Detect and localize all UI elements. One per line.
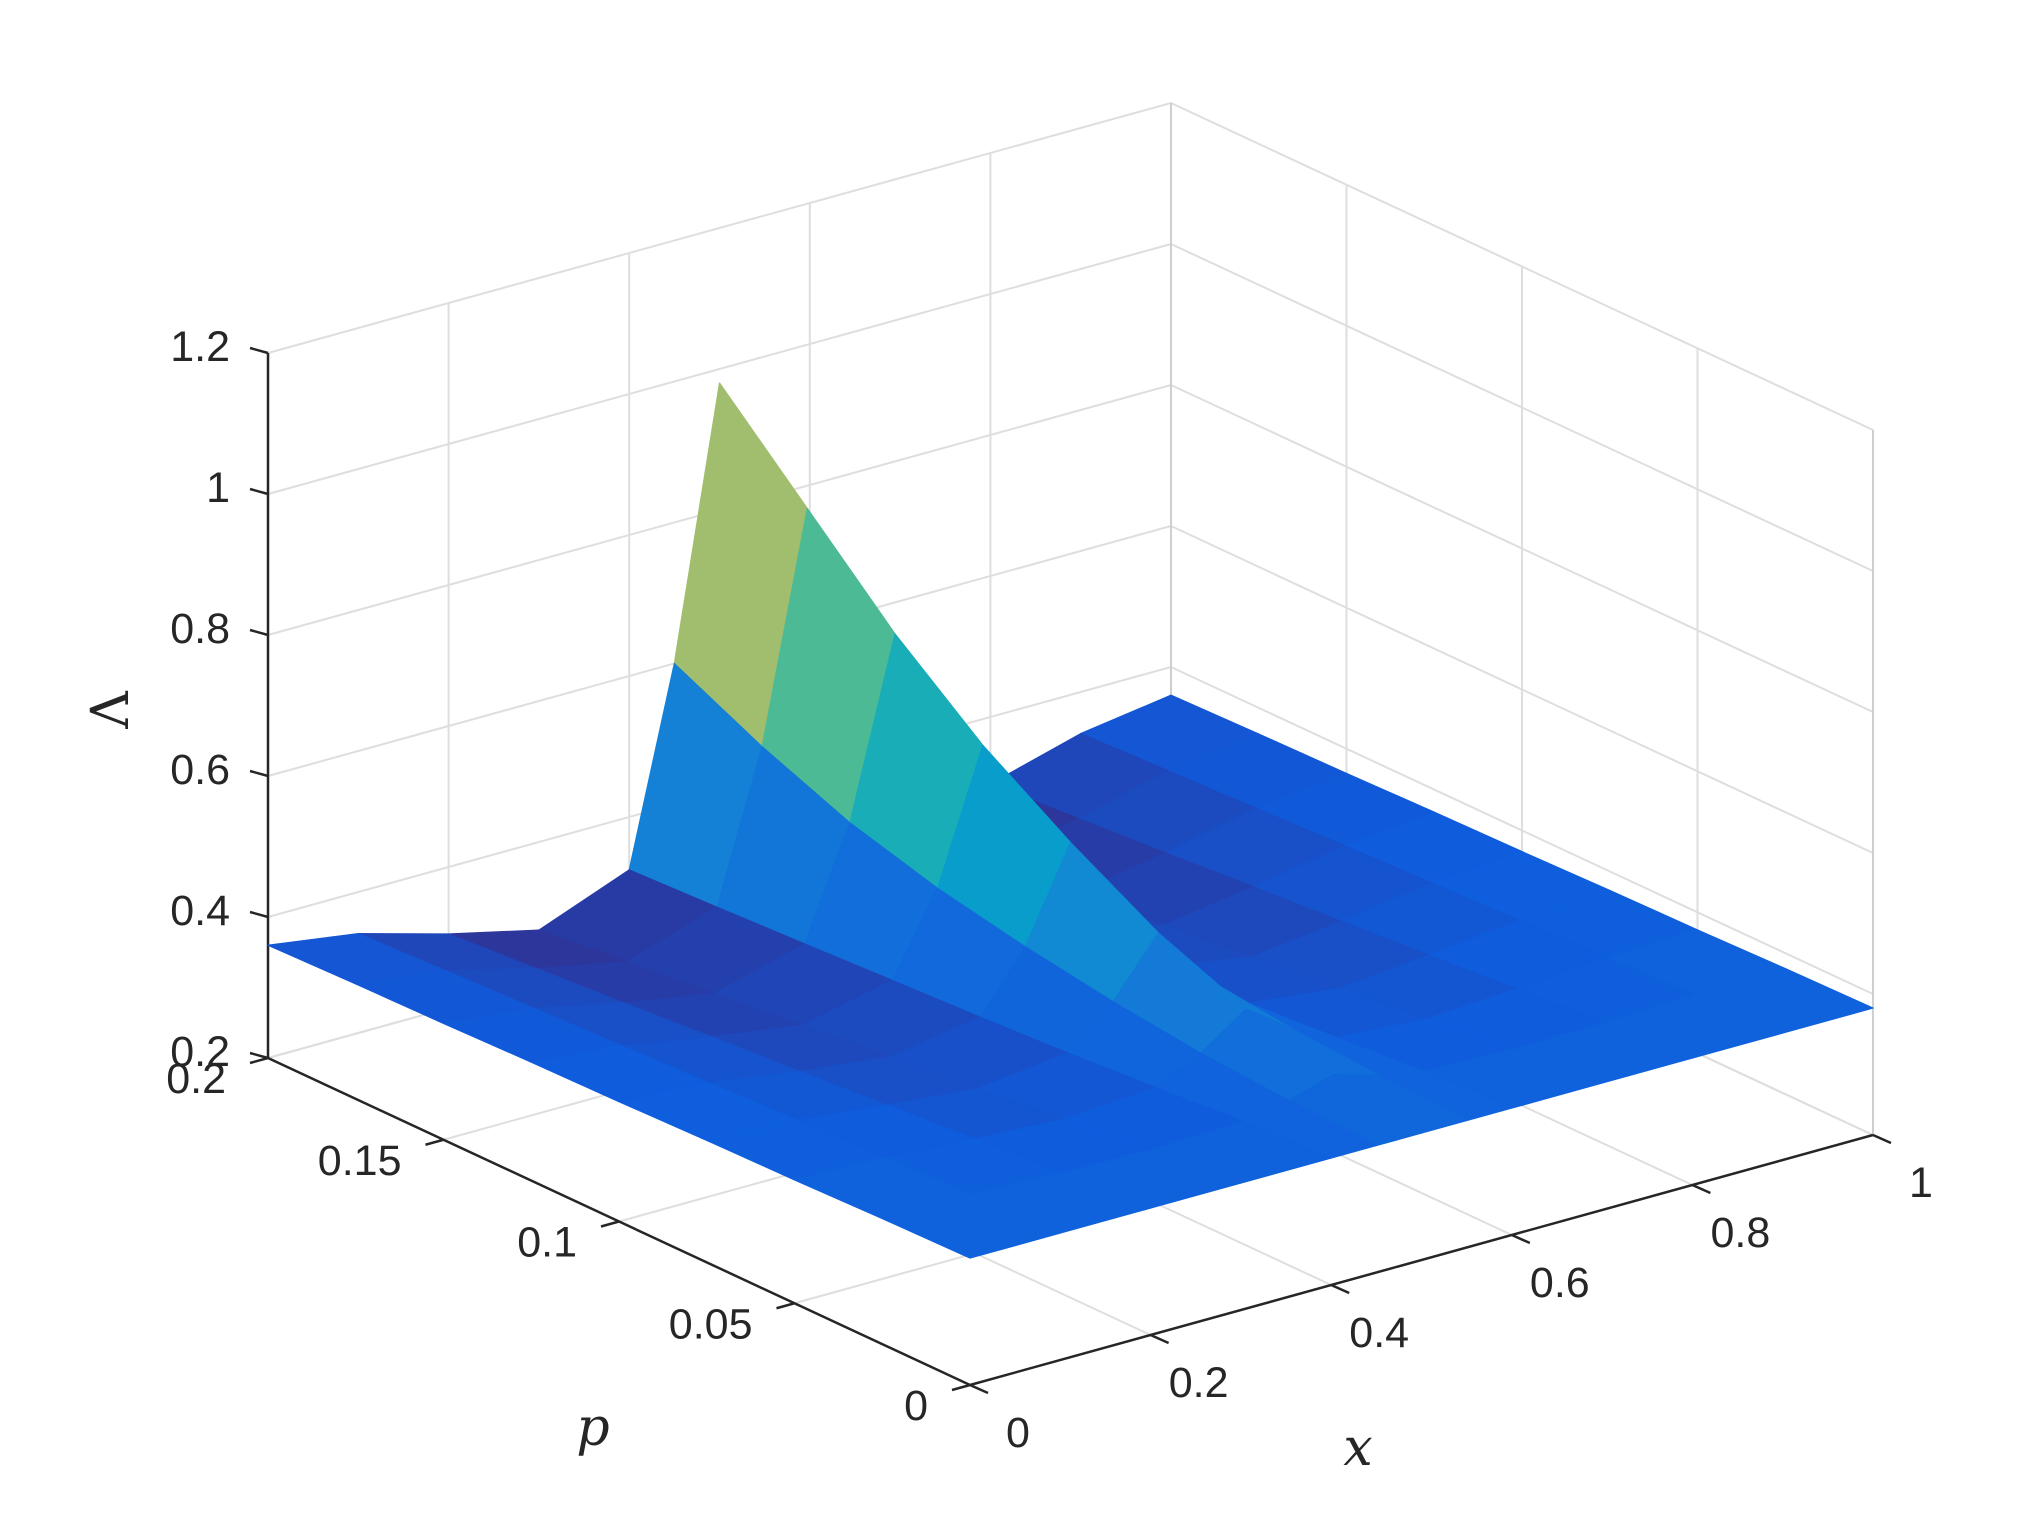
z-tick-mark [249,346,269,355]
z-tick-mark [249,910,269,919]
z-tick-mark [249,628,269,637]
p-tick-mark [249,1056,269,1065]
z-tick-mark [249,487,269,496]
p-tick-mark [776,1302,795,1310]
z-axis-label: Λ [81,690,141,730]
back-wall-grid-line-z [267,102,1172,354]
surface-patch [881,1194,1061,1259]
side-wall-grid-line-z [1170,243,1874,572]
x-tick-mark [1330,1283,1350,1295]
p-tick-label: 0 [904,1382,928,1430]
x-tick-label: 1 [1909,1159,1933,1207]
side-wall-grid-line-z [1170,525,1874,854]
side-wall-grid-line-z [1170,102,1874,431]
z-tick-label: 0.8 [170,605,230,653]
tick-labels: 00.20.40.60.8100.050.10.150.20.20.40.60.… [166,323,1933,1457]
x-tick-label: 0.4 [1349,1309,1409,1357]
x-tick-mark [1511,1233,1531,1245]
x-tick-label: 0.6 [1530,1259,1590,1307]
z-tick-mark [249,1051,269,1060]
back-wall-grid-line-z [267,243,1172,495]
z-tick-label: 1 [206,464,230,512]
p-tick-mark [425,1138,444,1146]
x-tick-label: 0 [1006,1409,1030,1457]
x-tick-mark [1691,1183,1711,1195]
x-tick-label: 0.2 [1169,1359,1229,1407]
x-axis-label: x [1343,1418,1372,1478]
p-tick-label: 0.2 [166,1055,226,1103]
z-tick-label: 1.2 [170,323,230,371]
axes [249,346,1892,1395]
side-wall-grid-line-z [1170,384,1874,713]
p-tick-label: 0.15 [318,1137,402,1185]
surface [267,382,1874,1259]
p-tick-label: 0.05 [669,1300,753,1348]
x-tick-mark [1150,1333,1170,1345]
p-tick-label: 0.1 [517,1219,577,1267]
side-wall-grid-line-z [1170,666,1874,995]
x-tick-mark [1872,1133,1892,1145]
z-tick-mark [249,769,269,778]
p-tick-mark [951,1383,971,1392]
z-tick-label: 0.4 [170,887,230,935]
x-tick-label: 0.8 [1711,1209,1771,1257]
p-tick-mark [600,1220,620,1228]
z-tick-label: 0.6 [170,746,230,794]
x-axis-line [969,1133,1874,1387]
z-tick-label: 0.2 [170,1028,230,1076]
x-tick-mark [969,1383,989,1395]
p-axis-label: p [576,1398,609,1458]
